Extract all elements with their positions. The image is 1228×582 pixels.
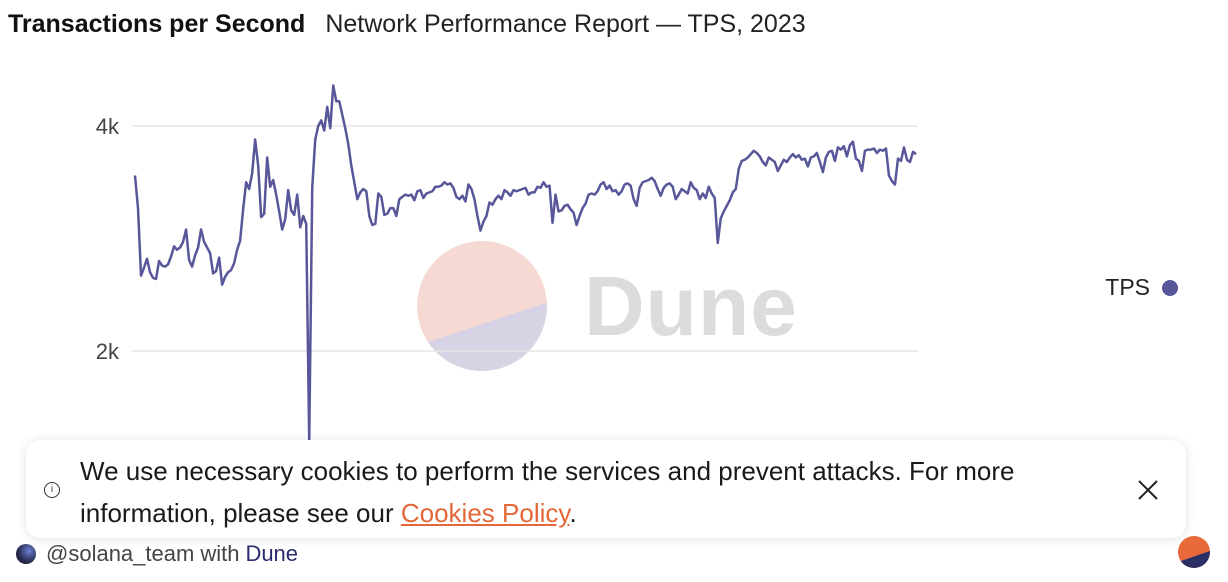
chart-footer: @solana_team with Dune [16,541,298,567]
chart-subtitle: Network Performance Report — TPS, 2023 [325,9,806,38]
avatar[interactable] [16,544,36,564]
cookie-text-before: We use necessary cookies to perform the … [80,456,1015,528]
footer-brand-link[interactable]: Dune [245,541,299,566]
chart-legend[interactable]: TPS [1105,274,1178,301]
series-line-tps[interactable] [133,84,917,443]
info-icon: i [44,482,60,498]
chart-header: Transactions per Second Network Performa… [8,6,806,42]
close-icon[interactable] [1136,478,1160,502]
dune-logo-icon[interactable] [1178,536,1210,568]
legend-dot [1162,279,1178,296]
dune-watermark: Dune [416,240,798,372]
cookie-text-after: . [569,498,577,528]
dune-watermark-text: Dune [584,258,798,353]
y-tick-label: 2k [96,339,120,364]
legend-label: TPS [1105,274,1150,300]
dune-watermark-logo-icon [417,241,547,371]
footer-with: with [200,541,240,566]
footer-user[interactable]: @solana_team [46,541,195,566]
chart-title: Transactions per Second [8,9,306,38]
y-tick-label: 4k [96,114,120,139]
cookie-banner-text: We use necessary cookies to perform the … [80,450,1110,534]
cookie-banner: i We use necessary cookies to perform th… [26,440,1186,538]
cookies-policy-link[interactable]: Cookies Policy [400,498,570,528]
